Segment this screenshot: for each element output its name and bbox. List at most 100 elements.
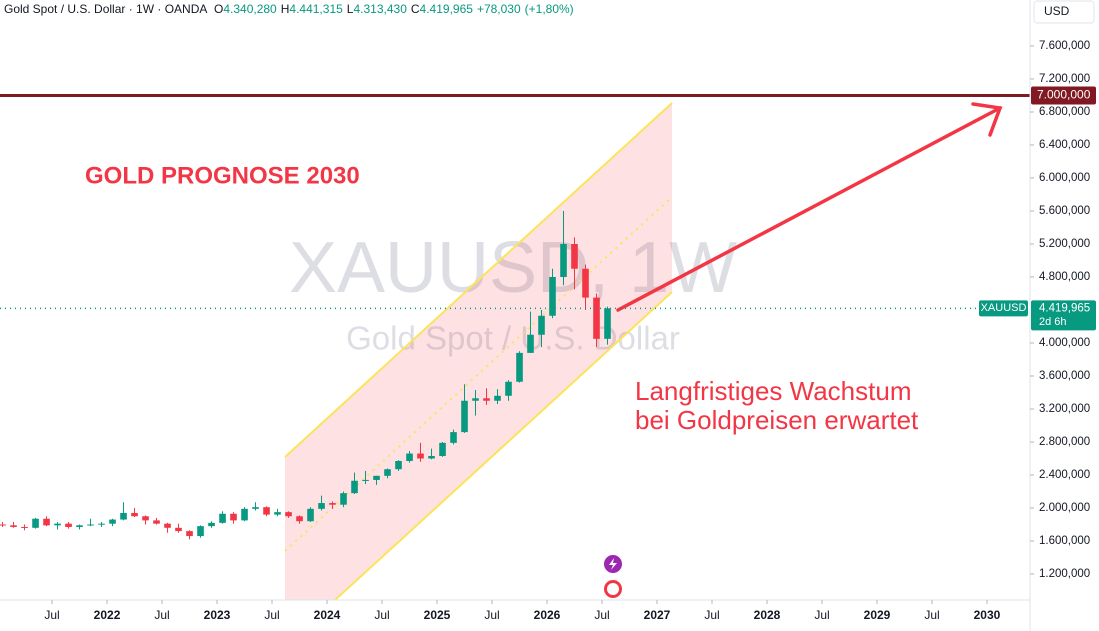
candle-body (593, 297, 600, 339)
y-tick-label: 2.400,000 (1039, 469, 1090, 481)
axes: 1.200,000 1.600,000 2.000,000 2.400,000 2.80… (44, 40, 1096, 622)
candle-body (439, 442, 446, 457)
candle-body (175, 527, 182, 532)
candle-body (274, 512, 281, 515)
y-tick-label: 3.600,000 (1039, 370, 1090, 382)
candle-body (164, 523, 171, 528)
candle-body (285, 512, 292, 517)
x-tick-label: 2026 (534, 608, 561, 622)
y-tick-label: 6.400,000 (1039, 139, 1090, 151)
y-tick-label: 6.800,000 (1039, 106, 1090, 118)
plot-under: XAUUSD, 1W Gold Spot / U.S. Dollar (284, 102, 737, 601)
x-tick-label: Jul (594, 608, 609, 622)
annotation-line: Langfristiges Wachstum (635, 376, 911, 406)
candles (0, 210, 611, 540)
plot-over: GOLD PROGNOSE 2030 Langfristiges Wachstu… (0, 2, 1030, 598)
candle-body (373, 475, 380, 480)
candle-body (296, 516, 303, 522)
candle-body (505, 381, 512, 396)
x-tick-label: 2024 (314, 608, 341, 622)
candle-body (351, 480, 358, 494)
x-tick-label: Jul (264, 608, 279, 622)
x-tick-label: 2027 (644, 608, 671, 622)
candle-body (241, 508, 248, 521)
candle-body (604, 308, 611, 339)
y-tick-label: 2.800,000 (1039, 436, 1090, 448)
forecast-arrow (616, 102, 1003, 312)
candle-body (483, 398, 490, 401)
event-icon-glyph (607, 583, 619, 595)
candle-body (252, 507, 259, 509)
x-tick-label: 2029 (864, 608, 891, 622)
candle-body (549, 276, 556, 316)
watermark-symbol: XAUUSD, 1W (289, 228, 737, 308)
channel-lower (334, 291, 673, 601)
symbol-tag (979, 300, 1028, 317)
x-tick-label: Jul (154, 608, 169, 622)
ohlc-value: 4.313,430 (353, 2, 407, 16)
candle-body (109, 519, 116, 524)
y-tick-label: 5.600,000 (1039, 205, 1090, 217)
annotation-title: GOLD PROGNOSE 2030 (85, 162, 360, 189)
candle-body (219, 513, 226, 523)
ohlc-key: C (411, 2, 420, 16)
candle-body (571, 243, 578, 269)
candle-body (527, 334, 534, 353)
candle-body (186, 531, 193, 537)
candle-body (340, 493, 347, 505)
candle-body (142, 516, 149, 521)
y-tick-label: 3.200,000 (1039, 403, 1090, 415)
y-tick-label: 4.000,000 (1039, 337, 1090, 349)
candle-body (472, 398, 479, 401)
x-tick-label: 2030 (974, 608, 1001, 622)
y-tick-label: 1.200,000 (1039, 568, 1090, 580)
ohlc-value: 4.441,315 (289, 2, 343, 16)
candle-body (318, 503, 325, 509)
x-tick-label: 2025 (424, 608, 451, 622)
candle-body (98, 523, 105, 525)
candle-body (384, 469, 391, 476)
candle-body (197, 526, 204, 537)
candle-body (76, 525, 83, 527)
candle-body (417, 453, 424, 459)
y-tick-label: 7.200,000 (1039, 73, 1090, 85)
candle-body (307, 508, 314, 522)
x-tick-label: 2022 (94, 608, 121, 622)
channel-upper (284, 102, 673, 458)
annotation-line: bei Goldpreisen erwartet (635, 405, 919, 435)
currency: USD (1044, 4, 1070, 18)
candle-body (87, 524, 94, 526)
y-tick-label: 1.600,000 (1039, 535, 1090, 547)
candle-body (0, 524, 6, 526)
x-tick-label: Jul (44, 608, 59, 622)
candle-body (32, 518, 39, 528)
currency-button[interactable] (1033, 0, 1095, 24)
ohlc-key: O (214, 2, 223, 16)
candle-body (461, 400, 468, 433)
candle-body (43, 518, 50, 526)
y-tick-label: 6.000,000 (1039, 172, 1090, 184)
x-tick-label: Jul (814, 608, 829, 622)
countdown-label: 2d 6h (1039, 316, 1067, 328)
channel-fill (285, 103, 672, 600)
candle-body (582, 268, 589, 298)
candle-body (54, 523, 61, 526)
x-tick-label: 2023 (204, 608, 231, 622)
candle-body (406, 453, 413, 461)
candle-body (494, 395, 501, 401)
candle-body (329, 503, 336, 505)
candle-body (263, 507, 270, 515)
ohlc-value: 4.419,965 (420, 2, 474, 16)
candle-body (230, 513, 237, 521)
candle-body (120, 512, 127, 520)
candle-body (395, 460, 402, 470)
target-label: 7.000,000 (1037, 88, 1091, 102)
candle-body (65, 523, 72, 527)
x-tick-label: Jul (924, 608, 939, 622)
candle-body (560, 243, 567, 277)
candle-body (208, 522, 215, 527)
x-tick-label: Jul (374, 608, 389, 622)
y-tick-label: 2.000,000 (1039, 502, 1090, 514)
change-pct: (+1,80%) (525, 2, 574, 16)
